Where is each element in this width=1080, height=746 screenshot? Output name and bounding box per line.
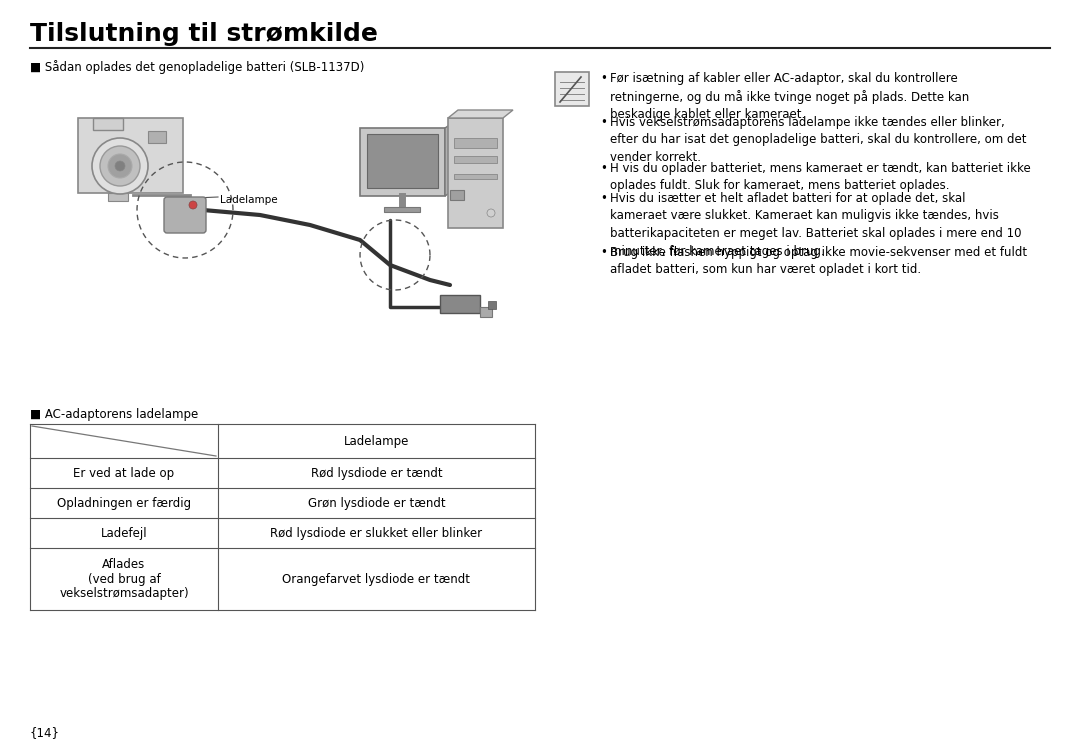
Bar	[454, 174, 497, 179]
Text: Hvis vekselstrømsadaptorens ladelampe ikke tændes eller blinker,
efter du har is: Hvis vekselstrømsadaptorens ladelampe ik…	[610, 116, 1026, 164]
Circle shape	[108, 154, 132, 178]
Text: •: •	[600, 116, 607, 129]
Bar	[440, 295, 480, 313]
Bar	[454, 156, 497, 163]
Bar	[108, 193, 129, 201]
Text: •: •	[600, 162, 607, 175]
Circle shape	[100, 146, 140, 186]
Bar	[360, 128, 445, 196]
Text: Tilslutning til strømkilde: Tilslutning til strømkilde	[30, 22, 378, 46]
Bar	[450, 190, 464, 200]
Bar	[480, 307, 492, 317]
Text: Grøn lysdiode er tændt: Grøn lysdiode er tændt	[308, 497, 445, 510]
Polygon shape	[445, 120, 457, 196]
Text: Før isætning af kabler eller AC-adaptor, skal du kontrollere
retningerne, og du : Før isætning af kabler eller AC-adaptor,…	[610, 72, 969, 122]
Bar	[384, 207, 420, 212]
Text: {14}: {14}	[30, 726, 60, 739]
Text: H vis du oplader batteriet, mens kameraet er tændt, kan batteriet ikke
oplades f: H vis du oplader batteriet, mens kamerae…	[610, 162, 1030, 192]
Text: Brug ikke flashen hyppigt og optag ikke movie-sekvenser med et fuldt
afladet bat: Brug ikke flashen hyppigt og optag ikke …	[610, 246, 1027, 277]
Text: •: •	[600, 192, 607, 205]
Circle shape	[114, 161, 125, 171]
Circle shape	[487, 209, 495, 217]
Circle shape	[189, 201, 197, 209]
Polygon shape	[448, 110, 513, 118]
Bar	[93, 118, 123, 130]
Text: ■ Sådan oplades det genopladelige batteri (SLB-1137D): ■ Sådan oplades det genopladelige batter…	[30, 60, 364, 74]
Text: Orangefarvet lysdiode er tændt: Orangefarvet lysdiode er tændt	[283, 572, 471, 586]
Bar	[78, 118, 183, 193]
Text: Rød lysdiode er tændt: Rød lysdiode er tændt	[311, 466, 443, 480]
Bar	[448, 118, 503, 228]
Bar	[488, 301, 496, 309]
Text: Ladelampe: Ladelampe	[343, 434, 409, 448]
FancyBboxPatch shape	[164, 197, 206, 233]
Text: Opladningen er færdig: Opladningen er færdig	[57, 497, 191, 510]
Text: Aflades
(ved brug af
vekselstrømsadapter): Aflades (ved brug af vekselstrømsadapter…	[59, 557, 189, 601]
Text: Er ved at lade op: Er ved at lade op	[73, 466, 175, 480]
Bar	[454, 138, 497, 148]
Text: Ladefejl: Ladefejl	[100, 527, 147, 539]
Bar	[148, 131, 166, 143]
Bar	[367, 134, 438, 188]
Text: Hvis du isætter et helt afladet batteri for at oplade det, skal
kameraet være sl: Hvis du isætter et helt afladet batteri …	[610, 192, 1022, 257]
Text: Ladelampe: Ladelampe	[220, 195, 278, 205]
Bar	[555, 72, 589, 106]
Circle shape	[92, 138, 148, 194]
Text: ■ AC-adaptorens ladelampe: ■ AC-adaptorens ladelampe	[30, 408, 199, 421]
Text: •: •	[600, 246, 607, 259]
Text: •: •	[600, 72, 607, 85]
Text: Rød lysdiode er slukket eller blinker: Rød lysdiode er slukket eller blinker	[270, 527, 483, 539]
